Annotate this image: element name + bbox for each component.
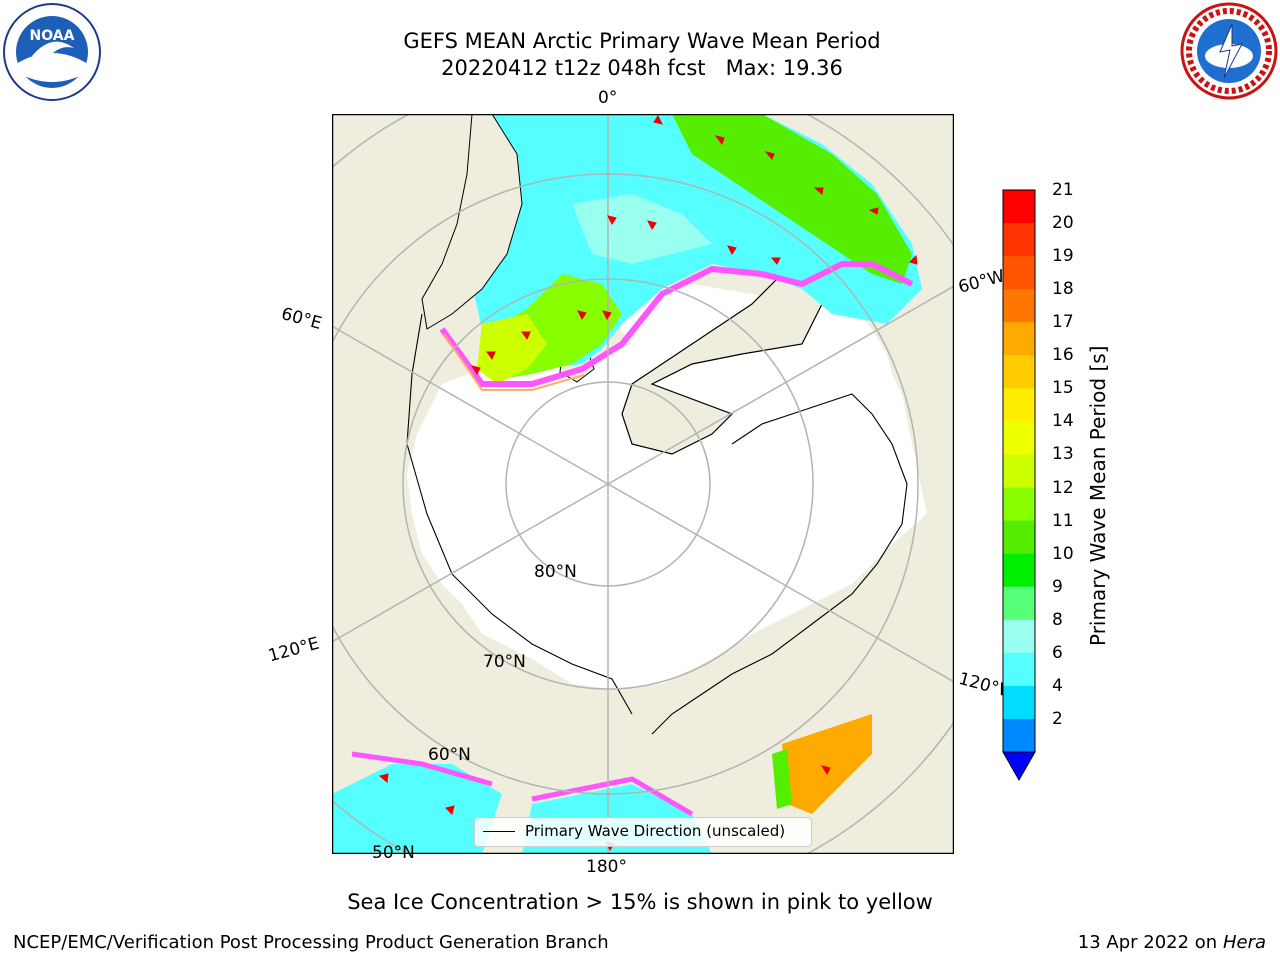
wave-field-atlantic-light <box>572 194 712 264</box>
colorbar-tick-label: 12 <box>1052 477 1074 498</box>
colorbar-block <box>1003 553 1035 588</box>
colorbar-label: Primary Wave Mean Period [s] <box>1086 345 1110 647</box>
colorbar-tick-label: 20 <box>1052 213 1074 234</box>
arctic-ocean <box>407 269 927 689</box>
label-lon-180: 180° <box>586 857 627 877</box>
legend-label: Primary Wave Direction (unscaled) <box>525 822 786 840</box>
colorbar-block <box>1003 454 1035 489</box>
coastline-north-america <box>651 393 908 735</box>
colorbar-block <box>1003 520 1035 555</box>
footer-date: 13 Apr 2022 on Hera <box>1078 932 1266 953</box>
label-lon-60e: 60°E <box>279 304 324 334</box>
footer-host: Hera <box>1222 932 1266 953</box>
colorbar-extend-triangle <box>1002 751 1036 782</box>
colorbar-block <box>1003 421 1035 455</box>
label-lat-70: 70°N <box>483 652 526 672</box>
colorbar-block <box>1003 322 1035 356</box>
colorbar-block <box>1003 256 1035 290</box>
colorbar-tick-label: 18 <box>1052 279 1074 300</box>
arctic-map <box>332 114 954 854</box>
label-lon-0: 0° <box>598 88 618 108</box>
legend-line-swatch <box>483 831 515 832</box>
colorbar-tick-label: 4 <box>1052 675 1063 696</box>
colorbar <box>1002 189 1036 782</box>
label-lon-60w: 60°W <box>956 266 1007 298</box>
footer-credit: NCEP/EMC/Verification Post Processing Pr… <box>13 932 609 953</box>
colorbar-tick-label: 21 <box>1052 180 1074 200</box>
hudson-bay <box>832 414 917 519</box>
footer-date-text: 13 Apr 2022 on <box>1077 932 1223 953</box>
chart-title: GEFS MEAN Arctic Primary Wave Mean Perio… <box>403 29 881 53</box>
ice-edge-atlantic <box>439 261 914 387</box>
nws-logo <box>1180 2 1278 100</box>
svg-text:NOAA: NOAA <box>30 28 75 44</box>
colorbar-tick-label: 8 <box>1052 609 1063 630</box>
colorbar-block <box>1003 388 1035 422</box>
colorbar-tick-label: 11 <box>1052 510 1074 531</box>
wave-field-pacific-orange <box>782 714 872 814</box>
colorbar-block <box>1003 652 1035 687</box>
colorbar-tick-label: 14 <box>1052 411 1074 432</box>
colorbar-block <box>1003 586 1035 621</box>
wave-field-pacific-left <box>332 764 502 854</box>
wave-field-atlantic-green <box>672 114 912 284</box>
colorbar-block <box>1003 190 1035 224</box>
colorbar-tick-label: 16 <box>1052 345 1074 366</box>
chart-subtitle: 20220412 t12z 048h fcst Max: 19.36 <box>441 56 843 80</box>
colorbar-tick-label: 2 <box>1052 708 1063 729</box>
wave-field-pacific-green <box>772 749 792 809</box>
colorbar-tick-label: 6 <box>1052 642 1063 663</box>
ice-edge-inner <box>443 333 585 391</box>
colorbar-block <box>1003 355 1035 389</box>
colorbar-tick-label: 10 <box>1052 543 1074 564</box>
colorbar-block <box>1003 619 1035 654</box>
colorbar-block <box>1003 718 1035 753</box>
ice-note: Sea Ice Concentration > 15% is shown in … <box>347 890 933 914</box>
coastline-siberia <box>406 313 633 715</box>
label-lat-80: 80°N <box>534 562 577 582</box>
colorbar-tick-label: 15 <box>1052 378 1074 399</box>
colorbar-tick-label: 9 <box>1052 576 1063 597</box>
map-legend: Primary Wave Direction (unscaled) <box>474 817 812 847</box>
noaa-logo: NOAA <box>3 3 101 101</box>
scandinavia <box>421 114 523 330</box>
colorbar-block <box>1003 487 1035 522</box>
label-lat-60: 60°N <box>428 745 471 765</box>
label-lon-120e: 120°E <box>266 633 322 667</box>
label-lat-50: 50°N <box>372 843 415 863</box>
colorbar-tick-label: 19 <box>1052 246 1074 267</box>
colorbar-block <box>1003 685 1035 720</box>
colorbar-block <box>1003 289 1035 323</box>
ice-edge-pacific <box>351 751 694 817</box>
colorbar-tick-label: 17 <box>1052 312 1074 333</box>
colorbar-block <box>1003 223 1035 257</box>
colorbar-tick-label: 13 <box>1052 444 1074 465</box>
greenland <box>621 255 828 455</box>
